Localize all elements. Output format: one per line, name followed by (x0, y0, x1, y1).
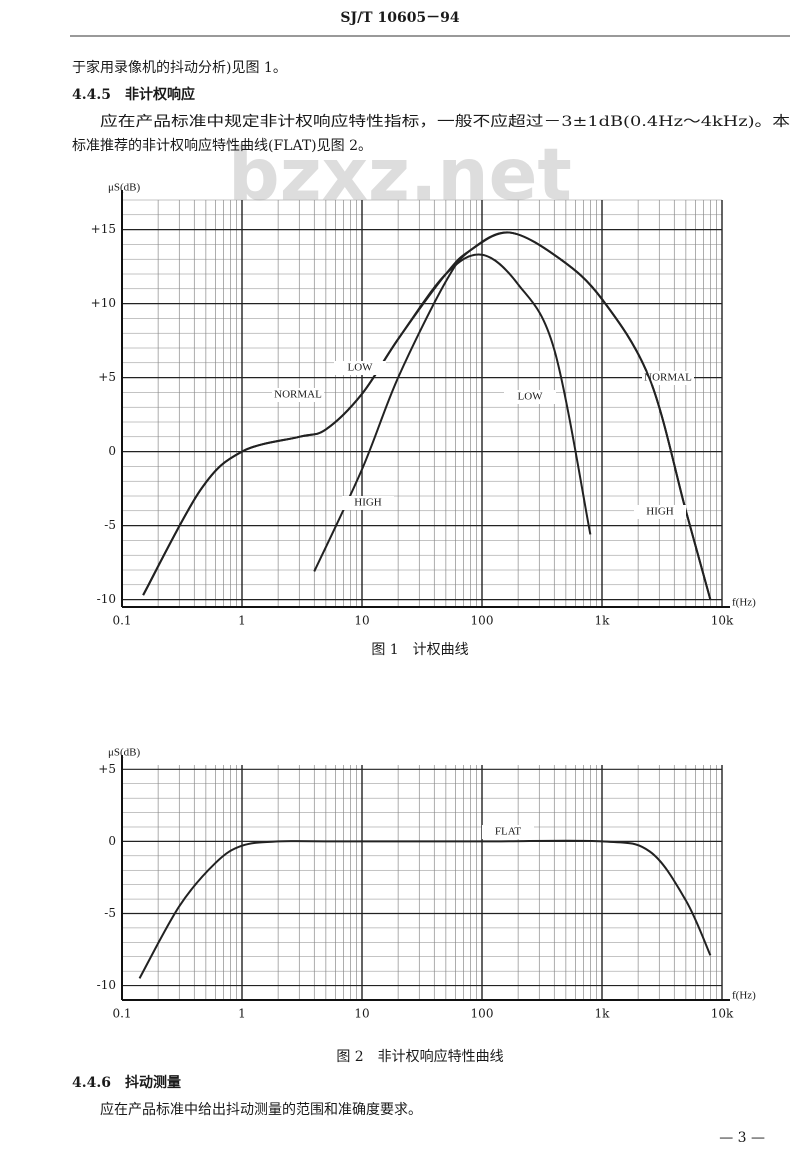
y-tick-label: -10 (97, 592, 116, 606)
x-tick-label: 1k (595, 1007, 611, 1021)
x-tick-label: 1k (595, 614, 611, 628)
watermark: bzxz.net (228, 133, 572, 217)
curve-label: NORMAL (274, 389, 322, 401)
x-tick-label: 10 (354, 614, 369, 628)
x-tick-label: 10k (711, 614, 734, 628)
y-tick-label: 0 (108, 444, 116, 458)
x-tick-label: 0.1 (112, 614, 131, 628)
curve-label: NORMAL (644, 372, 692, 384)
figure-caption: 图 1 计权曲线 (371, 642, 468, 658)
curve-label: HIGH (354, 497, 382, 509)
x-tick-label: 100 (471, 614, 494, 628)
y-axis-label: μS(dB) (108, 747, 141, 759)
paragraph: 标准推荐的非计权响应特性曲线(FLAT)见图 2。 (72, 137, 372, 154)
paragraph: 应在产品标准中规定非计权响应特性指标，一般不应超过－3±1dB(0.4Hz～4k… (100, 113, 790, 130)
text-line: 于家用录像机的抖动分析)见图 1。 (72, 59, 287, 76)
x-tick-label: 1 (238, 614, 246, 628)
y-axis-label: μS(dB) (108, 182, 141, 194)
y-tick-label: +15 (91, 222, 116, 236)
label-bg (482, 825, 534, 839)
y-tick-label: -5 (104, 518, 116, 532)
x-tick-label: 100 (471, 1007, 494, 1021)
label-bg (504, 390, 556, 404)
x-axis-label: f(Hz) (732, 990, 756, 1002)
x-tick-label: 10k (711, 1007, 734, 1021)
y-tick-label: +5 (98, 370, 116, 384)
label-bg (634, 505, 686, 519)
header-code: SJ/T 10605－94 (340, 10, 460, 26)
y-tick-label: +10 (91, 296, 116, 310)
curve-label: LOW (517, 391, 543, 403)
x-tick-label: 10 (354, 1007, 369, 1021)
curve-label: FLAT (495, 826, 522, 838)
x-tick-label: 0.1 (112, 1007, 131, 1021)
section-heading: 4.4.6 抖动测量 (72, 1074, 181, 1091)
label-bg (342, 496, 394, 510)
curve-label: HIGH (646, 506, 674, 518)
curve (313, 231, 712, 600)
page-number: — 3 — (719, 1130, 765, 1146)
curve (138, 839, 712, 979)
label-bg (642, 371, 694, 385)
label-bg (334, 361, 386, 375)
x-tick-label: 1 (238, 1007, 246, 1021)
label-bg (272, 388, 324, 402)
curve (142, 231, 712, 600)
paragraph: 应在产品标准中给出抖动测量的范围和准确度要求。 (100, 1101, 422, 1118)
curve-label: LOW (347, 362, 373, 374)
section-heading: 4.4.5 非计权响应 (72, 86, 195, 103)
x-axis-label: f(Hz) (732, 597, 756, 609)
y-tick-label: 0 (108, 834, 116, 848)
curve (142, 253, 592, 596)
y-tick-label: -5 (104, 906, 116, 920)
figure-caption: 图 2 非计权响应特性曲线 (336, 1048, 503, 1065)
y-tick-label: -10 (97, 978, 116, 992)
y-tick-label: +5 (98, 762, 116, 776)
